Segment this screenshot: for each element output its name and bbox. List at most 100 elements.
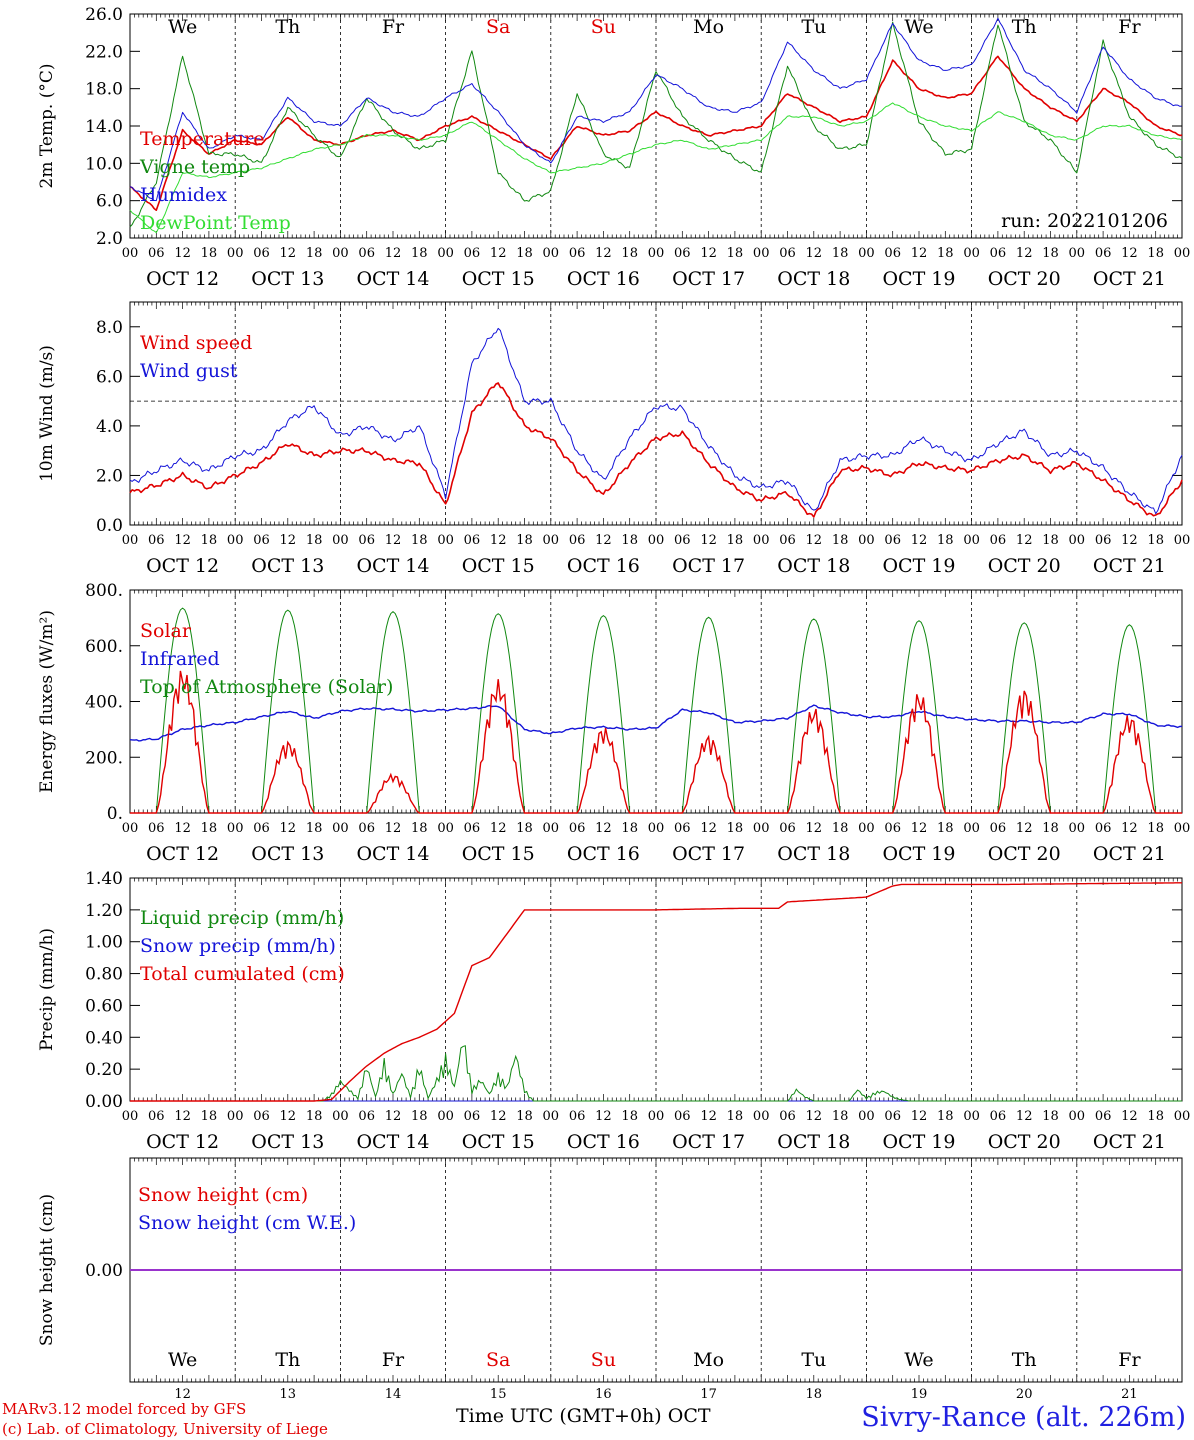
- y-tick-label: 0.00: [85, 1261, 123, 1281]
- date-label: OCT 15: [462, 1131, 535, 1153]
- weekday-label: Th: [1012, 16, 1037, 38]
- day-number-label: 16: [595, 1387, 612, 1402]
- day-number-label: 20: [1016, 1387, 1033, 1402]
- hour-label: 12: [911, 246, 928, 261]
- hour-label: 06: [358, 1109, 375, 1124]
- hour-label: 06: [1095, 821, 1112, 836]
- date-label: OCT 18: [777, 268, 850, 290]
- hour-label: 06: [674, 1109, 691, 1124]
- hour-label: 18: [306, 821, 323, 836]
- hour-label: 00: [1174, 1109, 1191, 1124]
- weekday-label: Fr: [1118, 1349, 1141, 1371]
- date-label: OCT 12: [146, 843, 219, 865]
- date-label: OCT 21: [1093, 555, 1166, 577]
- weekday-label: Mo: [693, 1349, 724, 1371]
- hour-label: 00: [1174, 246, 1191, 261]
- hour-label: 00: [543, 1109, 560, 1124]
- hour-label: 18: [201, 1109, 218, 1124]
- date-label: OCT 18: [777, 555, 850, 577]
- hour-label: 06: [779, 821, 796, 836]
- weekday-label: We: [168, 1349, 197, 1371]
- hour-label: 18: [937, 821, 954, 836]
- hour-label: 00: [963, 821, 980, 836]
- date-label: OCT 15: [462, 555, 535, 577]
- hour-label: 00: [437, 533, 454, 548]
- hour-label: 18: [727, 246, 744, 261]
- hour-label: 12: [385, 821, 402, 836]
- y-tick-label: 0.20: [85, 1060, 123, 1080]
- hour-label: 12: [700, 1109, 717, 1124]
- hour-label: 00: [963, 533, 980, 548]
- date-label: OCT 17: [672, 843, 745, 865]
- date-label: OCT 15: [462, 268, 535, 290]
- y-tick-label: 22.0: [85, 42, 123, 62]
- date-label: OCT 17: [672, 1131, 745, 1153]
- hour-label: 06: [674, 246, 691, 261]
- hour-label: 06: [1095, 1109, 1112, 1124]
- hour-label: 00: [963, 246, 980, 261]
- date-label: OCT 14: [356, 555, 429, 577]
- hour-label: 00: [753, 1109, 770, 1124]
- hour-label: 12: [1121, 533, 1138, 548]
- legend-entry: Snow precip (mm/h): [140, 935, 336, 957]
- date-label: OCT 20: [988, 268, 1061, 290]
- x-axis-title-month: OCT: [667, 1405, 711, 1427]
- date-label: OCT 16: [567, 555, 640, 577]
- series-line-cumulated: [130, 882, 1182, 1102]
- x-axis-title-time: Time UTC (GMT+0h): [456, 1405, 662, 1427]
- hour-label: 18: [727, 533, 744, 548]
- date-label: OCT 17: [672, 555, 745, 577]
- hour-label: 00: [753, 246, 770, 261]
- hour-label: 06: [990, 821, 1007, 836]
- hour-label: 18: [306, 533, 323, 548]
- hour-label: 12: [595, 246, 612, 261]
- date-label: OCT 16: [567, 268, 640, 290]
- hour-label: 06: [779, 1109, 796, 1124]
- date-label: OCT 13: [251, 268, 324, 290]
- hour-label: 00: [437, 246, 454, 261]
- y-axis-label: 2m Temp. (°C): [37, 63, 57, 188]
- hour-label: 06: [779, 533, 796, 548]
- hour-label: 06: [569, 246, 586, 261]
- hour-label: 12: [1121, 246, 1138, 261]
- date-label: OCT 16: [567, 1131, 640, 1153]
- hour-label: 18: [727, 1109, 744, 1124]
- series-line-infrared: [129, 704, 1183, 742]
- legend-entry: Wind speed: [140, 332, 252, 354]
- hour-label: 06: [990, 246, 1007, 261]
- hour-label: 12: [700, 246, 717, 261]
- hour-label: 18: [621, 533, 638, 548]
- hour-label: 06: [884, 533, 901, 548]
- y-tick-label: 0.: [107, 804, 123, 824]
- hour-label: 06: [253, 821, 270, 836]
- hour-label: 18: [621, 246, 638, 261]
- weekday-label: Th: [275, 1349, 300, 1371]
- hour-label: 12: [174, 1109, 191, 1124]
- hour-label: 12: [174, 246, 191, 261]
- hour-label: 12: [595, 1109, 612, 1124]
- hour-label: 00: [227, 821, 244, 836]
- legend-entry: DewPoint Temp: [140, 212, 291, 234]
- hour-label: 06: [148, 533, 165, 548]
- hour-label: 06: [884, 1109, 901, 1124]
- y-tick-label: 1.40: [85, 869, 123, 889]
- hour-label: 06: [148, 1109, 165, 1124]
- hour-label: 12: [806, 533, 823, 548]
- weekday-label: Sa: [486, 1349, 510, 1371]
- y-tick-label: 2.0: [96, 466, 123, 486]
- hour-label: 12: [490, 1109, 507, 1124]
- hour-label: 18: [727, 821, 744, 836]
- hour-label: 12: [1016, 1109, 1033, 1124]
- hour-label: 00: [543, 533, 560, 548]
- hour-label: 00: [1069, 821, 1086, 836]
- hour-ticks: [129, 302, 1183, 525]
- date-label: OCT 19: [882, 843, 955, 865]
- hour-label: 00: [858, 1109, 875, 1124]
- hour-label: 00: [332, 533, 349, 548]
- hour-label: 00: [1069, 1109, 1086, 1124]
- hour-label: 00: [543, 821, 560, 836]
- hour-label: 12: [1121, 1109, 1138, 1124]
- date-label: OCT 14: [356, 843, 429, 865]
- hour-label: 06: [1095, 533, 1112, 548]
